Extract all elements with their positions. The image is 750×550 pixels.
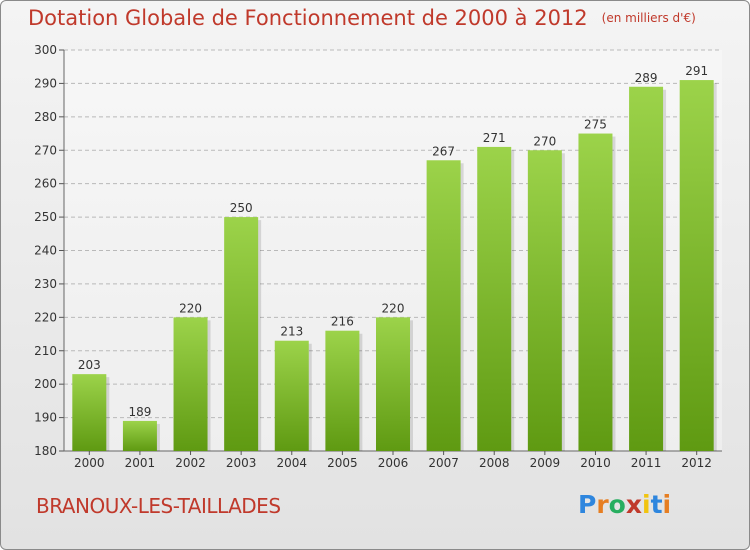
logo-letter: i [662,490,672,519]
bar [527,150,562,451]
bar-value-label: 213 [280,325,303,339]
x-tick-label: 2006 [378,456,409,470]
logo-letter: t [650,490,663,519]
bar [224,217,259,451]
bar-value-label: 250 [230,201,253,215]
bar-value-label: 220 [179,301,202,315]
bar-value-label: 220 [382,301,405,315]
bar [72,374,107,451]
y-tick-label: 230 [34,277,57,291]
y-tick-label: 240 [34,244,57,258]
bar-value-label: 289 [635,71,658,85]
logo-letter: x [625,490,642,519]
bar-value-label: 267 [432,144,455,158]
bar [477,146,512,452]
chart-title: Dotation Globale de Fonctionnement de 20… [28,6,696,30]
x-tick-label: 2005 [327,456,358,470]
bar-value-label: 203 [78,358,101,372]
x-tick-label: 2010 [580,456,611,470]
x-tick-label: 2008 [479,456,510,470]
logo-letter: P [578,490,597,519]
bar [629,86,664,451]
y-tick-label: 290 [34,76,57,90]
y-tick-label: 260 [34,177,57,191]
bar [173,317,208,451]
logo-letter: i [642,490,651,519]
bar-value-label: 291 [685,64,708,78]
x-tick-label: 2007 [428,456,459,470]
bar-value-label: 270 [533,134,556,148]
bar [376,317,410,451]
proxiti-logo: Proxiti [578,490,671,519]
bar [578,133,613,451]
bar [122,420,157,451]
y-tick-label: 180 [34,444,57,458]
x-tick-label: 2001 [125,456,156,470]
bar-value-label: 275 [584,118,607,132]
x-tick-label: 2009 [530,456,561,470]
logo-letter: r [596,490,609,519]
x-tick-label: 2002 [175,456,206,470]
bar-value-label: 271 [483,131,506,145]
y-tick-label: 280 [34,110,57,124]
bar [679,80,714,451]
y-tick-label: 210 [34,344,57,358]
chart-title-text: Dotation Globale de Fonctionnement de 20… [28,6,588,30]
y-tick-label: 200 [34,377,57,391]
bar-value-label: 216 [331,315,354,329]
bar-value-label: 189 [128,405,151,419]
x-tick-label: 2012 [681,456,712,470]
logo-letter: o [608,490,626,519]
y-tick-label: 250 [34,210,57,224]
x-tick-label: 2011 [631,456,662,470]
y-tick-label: 190 [34,411,57,425]
y-tick-label: 270 [34,143,57,157]
bar [426,160,461,451]
x-tick-label: 2003 [226,456,257,470]
commune-name: BRANOUX-LES-TAILLADES [36,494,281,518]
chart-subtitle: (en milliers d'€) [601,11,696,25]
bar [274,340,309,451]
bar [325,330,360,451]
y-tick-label: 220 [34,310,57,324]
y-tick-label: 300 [34,43,57,57]
x-tick-label: 2004 [276,456,307,470]
x-tick-label: 2000 [74,456,105,470]
